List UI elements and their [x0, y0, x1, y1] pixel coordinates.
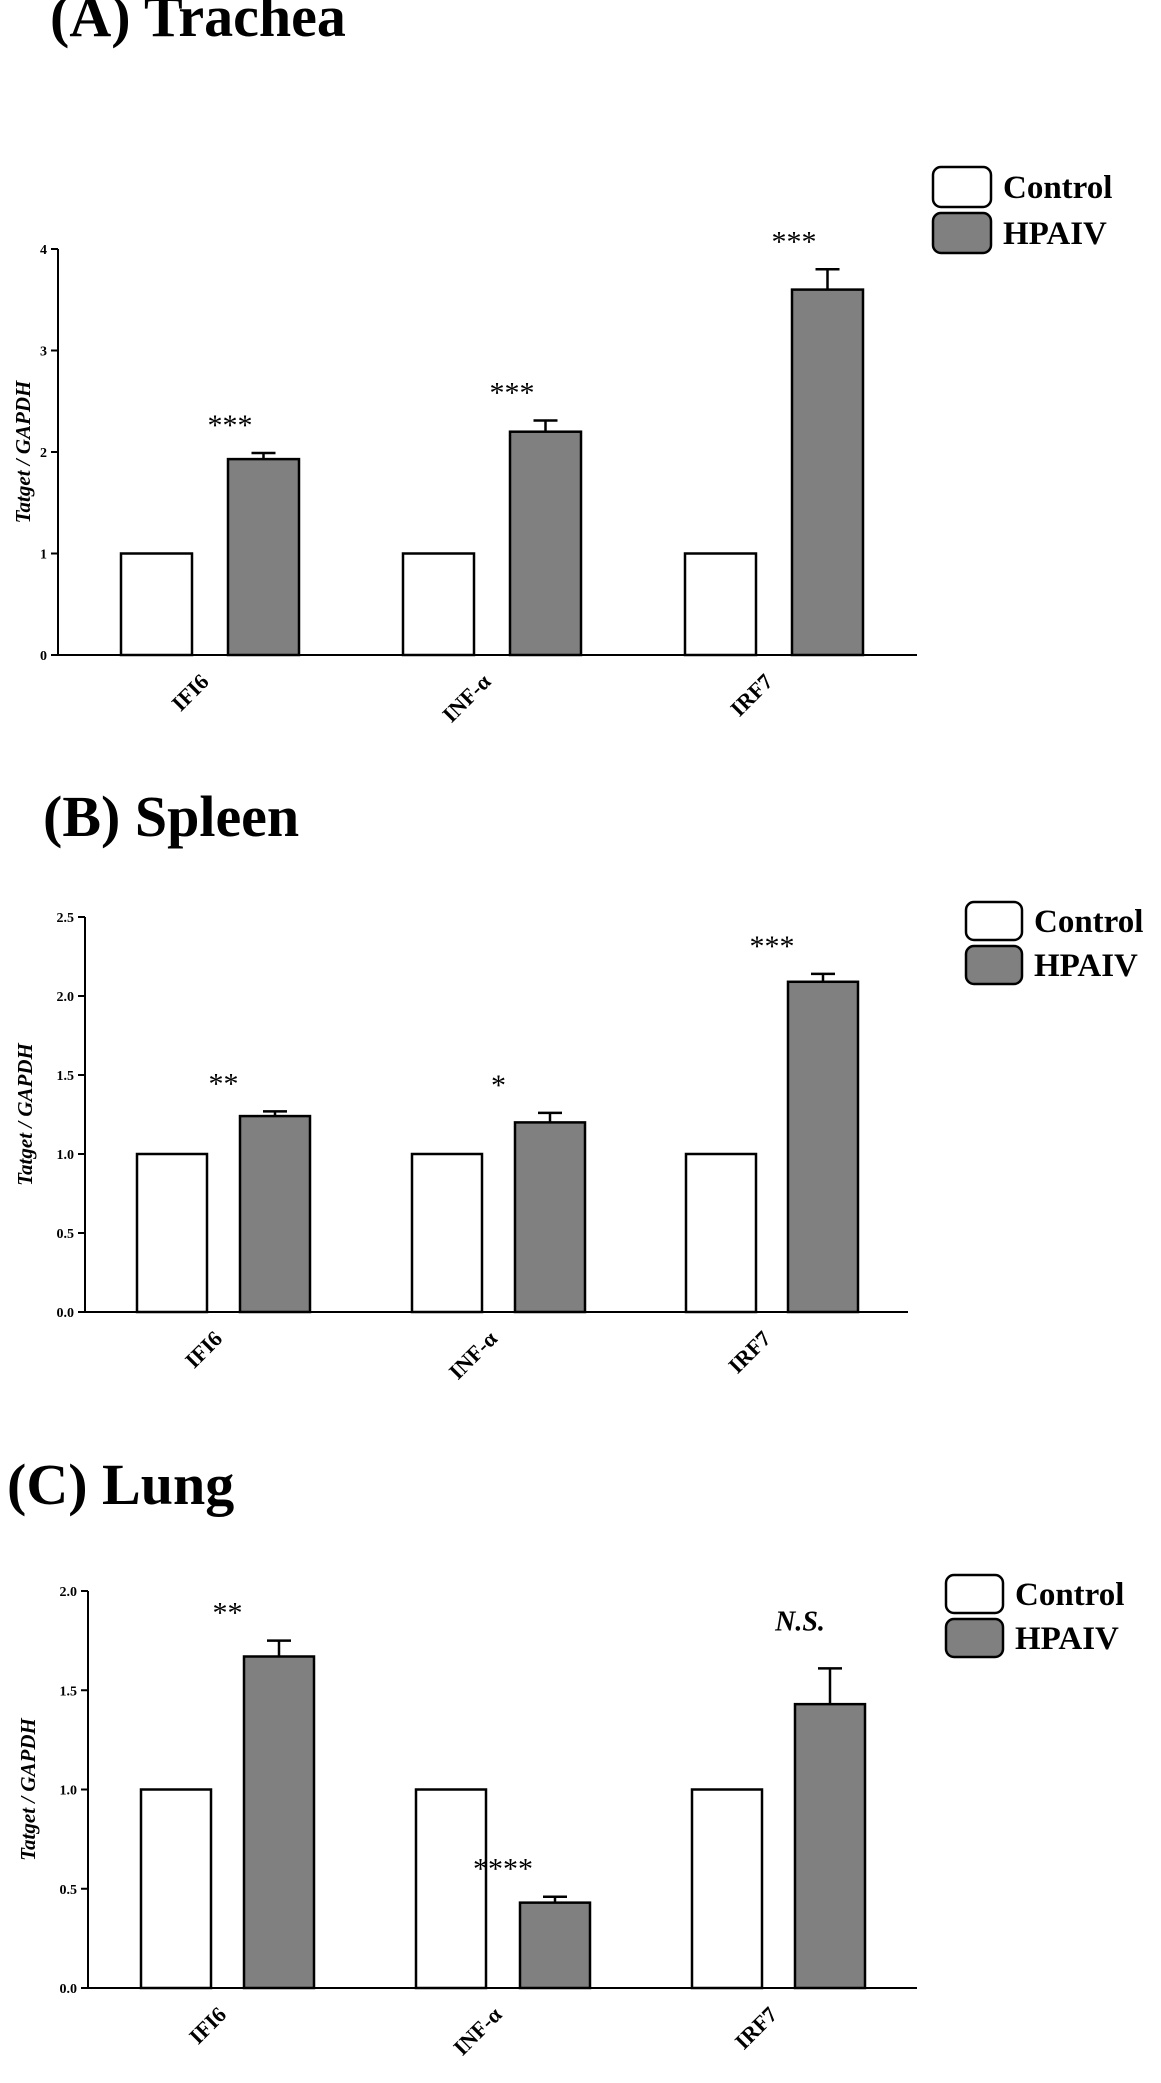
y-tick-label: 2.0 — [60, 1585, 78, 1600]
panel-title: (A) Trachea — [50, 0, 346, 49]
bar-control-3 — [690, 1788, 764, 1990]
x-tick-label: IFI6 — [180, 1326, 227, 1373]
y-tick-label: 0 — [40, 649, 47, 664]
bar-control-2 — [401, 552, 476, 657]
y-tick-label: 1.5 — [60, 1684, 78, 1699]
legend-label-hpaiv: HPAIV — [1003, 216, 1107, 252]
bar-hpaiv-2 — [513, 1121, 587, 1314]
bar-control-2 — [410, 1152, 484, 1314]
x-tick-label: IFI6 — [166, 669, 213, 716]
chart-panel-1: (A) Trachea 0 1 2 3 4 Tatget / GAPDH *** IFI6 ***… — [11, 0, 1112, 727]
x-tick-label: IFI6 — [184, 2002, 231, 2049]
significance-label: N.S. — [774, 1606, 825, 1637]
significance-label: * — [491, 1069, 506, 1102]
x-tick-label: INF-α — [448, 2001, 507, 2060]
y-tick-label: 2.5 — [57, 911, 75, 926]
legend-swatch-control — [964, 900, 1024, 942]
panel-title: (B) Spleen — [43, 784, 299, 849]
significance-label: ** — [213, 1597, 243, 1630]
chart-panel-3: (C) Lung 0.0 0.5 1.0 1.5 2.0 Tatget / GAPDH ** I… — [7, 1452, 1124, 2060]
legend-label-control: Control — [1015, 1577, 1124, 1613]
bar-hpaiv-3 — [790, 288, 865, 657]
x-tick-label: IRF7 — [730, 2002, 782, 2054]
y-tick-label: 0.5 — [57, 1227, 75, 1242]
y-tick-label: 3 — [40, 345, 47, 360]
bar-control-3 — [684, 1152, 758, 1314]
bar-hpaiv-3 — [786, 980, 860, 1314]
y-tick-label: 0.0 — [57, 1306, 75, 1321]
legend-swatch-control — [944, 1573, 1005, 1615]
significance-label: *** — [208, 409, 253, 442]
bar-hpaiv-1 — [242, 1655, 316, 1990]
bar-hpaiv-2 — [508, 430, 583, 657]
legend-label-hpaiv: HPAIV — [1034, 948, 1138, 984]
significance-label: *** — [490, 377, 535, 410]
y-tick-label: 1 — [40, 548, 47, 563]
significance-label: ** — [209, 1067, 239, 1100]
chart-panel-2: (B) Spleen 0.0 0.5 1.0 1.5 2.0 2.5 Tatget / GAP… — [13, 784, 1143, 1384]
x-tick-label: IRF7 — [723, 1326, 775, 1378]
x-tick-label: INF-α — [437, 668, 496, 727]
significance-label: **** — [473, 1853, 533, 1886]
x-tick-label: INF-α — [444, 1325, 503, 1384]
legend-label-control: Control — [1003, 170, 1112, 206]
y-tick-label: 0.0 — [60, 1982, 78, 1997]
y-tick-label: 2 — [40, 446, 47, 461]
legend-swatch-hpaiv — [964, 944, 1024, 986]
y-axis-label: Tatget / GAPDH — [13, 1042, 37, 1185]
y-tick-label: 1.5 — [57, 1069, 75, 1084]
legend-label-hpaiv: HPAIV — [1015, 1621, 1119, 1657]
bar-hpaiv-1 — [238, 1114, 312, 1314]
y-axis-label: Tatget / GAPDH — [11, 380, 35, 523]
bar-control-3 — [683, 552, 758, 657]
y-axis-label: Tatget / GAPDH — [16, 1717, 40, 1860]
bar-hpaiv-3 — [793, 1702, 867, 1990]
significance-label: *** — [750, 930, 795, 963]
legend-swatch-hpaiv — [931, 211, 993, 255]
panel-title: (C) Lung — [7, 1452, 234, 1517]
legend-label-control: Control — [1034, 904, 1143, 940]
bar-control-1 — [119, 552, 194, 657]
legend-swatch-control — [931, 165, 993, 209]
bar-control-1 — [139, 1788, 213, 1990]
x-tick-label: IRF7 — [725, 669, 777, 721]
bar-hpaiv-2 — [518, 1901, 592, 1990]
y-tick-label: 1.0 — [60, 1784, 78, 1799]
y-tick-label: 2.0 — [57, 990, 75, 1005]
legend-swatch-hpaiv — [944, 1617, 1005, 1659]
y-tick-label: 4 — [40, 243, 47, 258]
bar-control-2 — [414, 1788, 488, 1990]
bar-control-1 — [135, 1152, 209, 1314]
y-tick-label: 1.0 — [57, 1148, 75, 1163]
y-tick-label: 0.5 — [60, 1883, 78, 1898]
significance-label: *** — [772, 225, 817, 258]
bar-hpaiv-1 — [226, 457, 301, 657]
